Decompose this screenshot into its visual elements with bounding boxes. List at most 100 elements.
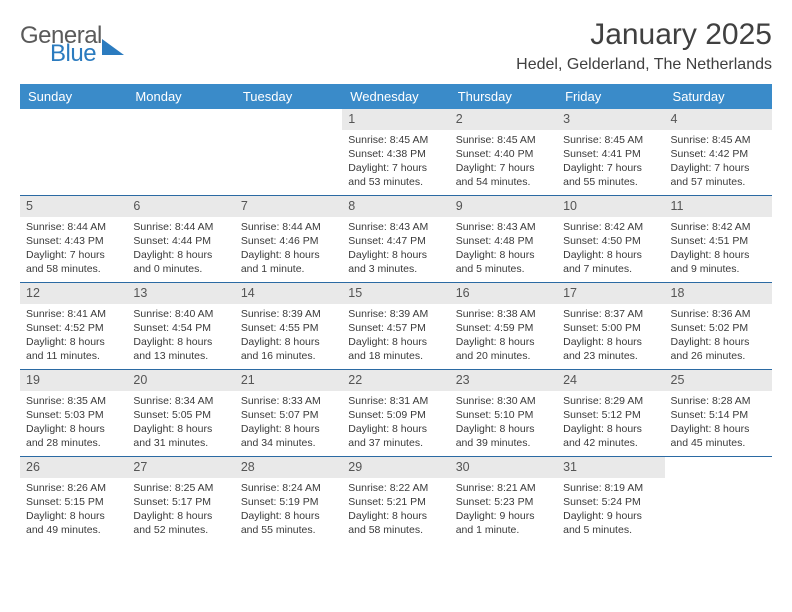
daylight-line2: and 45 minutes. — [671, 436, 766, 450]
daylight-line1: Daylight: 8 hours — [133, 509, 228, 523]
daylight-line2: and 26 minutes. — [671, 349, 766, 363]
sunrise-text: Sunrise: 8:37 AM — [563, 307, 658, 321]
month-title: January 2025 — [516, 18, 772, 52]
day-number: 20 — [127, 370, 234, 391]
daylight-line1: Daylight: 7 hours — [456, 161, 551, 175]
daylight-line2: and 23 minutes. — [563, 349, 658, 363]
sunrise-text: Sunrise: 8:41 AM — [26, 307, 121, 321]
day-cell: 8Sunrise: 8:43 AMSunset: 4:47 PMDaylight… — [342, 196, 449, 282]
sunrise-text: Sunrise: 8:45 AM — [671, 133, 766, 147]
sunset-text: Sunset: 5:03 PM — [26, 408, 121, 422]
daylight-line1: Daylight: 8 hours — [456, 335, 551, 349]
sunset-text: Sunset: 4:44 PM — [133, 234, 228, 248]
sunrise-text: Sunrise: 8:21 AM — [456, 481, 551, 495]
day-number — [235, 109, 342, 113]
week-row: 1Sunrise: 8:45 AMSunset: 4:38 PMDaylight… — [20, 109, 772, 196]
day-header: Wednesday — [342, 84, 449, 109]
daylight-line2: and 34 minutes. — [241, 436, 336, 450]
day-header: Thursday — [450, 84, 557, 109]
day-number: 1 — [342, 109, 449, 130]
day-cell: 10Sunrise: 8:42 AMSunset: 4:50 PMDayligh… — [557, 196, 664, 282]
day-cell: 20Sunrise: 8:34 AMSunset: 5:05 PMDayligh… — [127, 370, 234, 456]
sunrise-text: Sunrise: 8:43 AM — [456, 220, 551, 234]
day-cell: 23Sunrise: 8:30 AMSunset: 5:10 PMDayligh… — [450, 370, 557, 456]
day-number: 15 — [342, 283, 449, 304]
sunset-text: Sunset: 5:23 PM — [456, 495, 551, 509]
day-cell: 14Sunrise: 8:39 AMSunset: 4:55 PMDayligh… — [235, 283, 342, 369]
day-cell: 27Sunrise: 8:25 AMSunset: 5:17 PMDayligh… — [127, 457, 234, 543]
daylight-line2: and 58 minutes. — [348, 523, 443, 537]
day-header: Tuesday — [235, 84, 342, 109]
day-cell: 26Sunrise: 8:26 AMSunset: 5:15 PMDayligh… — [20, 457, 127, 543]
daylight-line2: and 42 minutes. — [563, 436, 658, 450]
sunrise-text: Sunrise: 8:44 AM — [133, 220, 228, 234]
sunset-text: Sunset: 5:21 PM — [348, 495, 443, 509]
daylight-line1: Daylight: 8 hours — [456, 248, 551, 262]
day-cell: 21Sunrise: 8:33 AMSunset: 5:07 PMDayligh… — [235, 370, 342, 456]
sunset-text: Sunset: 5:09 PM — [348, 408, 443, 422]
daylight-line1: Daylight: 8 hours — [671, 422, 766, 436]
sunrise-text: Sunrise: 8:40 AM — [133, 307, 228, 321]
day-number: 9 — [450, 196, 557, 217]
brand-logo: General Blue — [20, 18, 124, 66]
daylight-line2: and 5 minutes. — [563, 523, 658, 537]
sunset-text: Sunset: 5:12 PM — [563, 408, 658, 422]
daylight-line2: and 39 minutes. — [456, 436, 551, 450]
sunset-text: Sunset: 5:10 PM — [456, 408, 551, 422]
daylight-line1: Daylight: 8 hours — [241, 422, 336, 436]
daylight-line2: and 1 minute. — [241, 262, 336, 276]
day-cell: 2Sunrise: 8:45 AMSunset: 4:40 PMDaylight… — [450, 109, 557, 195]
day-number: 13 — [127, 283, 234, 304]
day-cell: 3Sunrise: 8:45 AMSunset: 4:41 PMDaylight… — [557, 109, 664, 195]
sunset-text: Sunset: 4:47 PM — [348, 234, 443, 248]
daylight-line1: Daylight: 8 hours — [133, 422, 228, 436]
day-cell: 1Sunrise: 8:45 AMSunset: 4:38 PMDaylight… — [342, 109, 449, 195]
daylight-line2: and 49 minutes. — [26, 523, 121, 537]
sunset-text: Sunset: 4:48 PM — [456, 234, 551, 248]
location-text: Hedel, Gelderland, The Netherlands — [516, 56, 772, 74]
daylight-line1: Daylight: 9 hours — [456, 509, 551, 523]
daylight-line2: and 13 minutes. — [133, 349, 228, 363]
daylight-line2: and 55 minutes. — [241, 523, 336, 537]
day-number: 12 — [20, 283, 127, 304]
day-number: 22 — [342, 370, 449, 391]
daylight-line1: Daylight: 8 hours — [563, 422, 658, 436]
sunrise-text: Sunrise: 8:28 AM — [671, 394, 766, 408]
daylight-line1: Daylight: 8 hours — [456, 422, 551, 436]
week-row: 12Sunrise: 8:41 AMSunset: 4:52 PMDayligh… — [20, 283, 772, 370]
daylight-line2: and 9 minutes. — [671, 262, 766, 276]
sunrise-text: Sunrise: 8:43 AM — [348, 220, 443, 234]
day-number: 14 — [235, 283, 342, 304]
day-cell: 17Sunrise: 8:37 AMSunset: 5:00 PMDayligh… — [557, 283, 664, 369]
daylight-line1: Daylight: 7 hours — [671, 161, 766, 175]
sunrise-text: Sunrise: 8:39 AM — [241, 307, 336, 321]
day-number: 30 — [450, 457, 557, 478]
day-number — [665, 457, 772, 461]
calendar-grid: Sunday Monday Tuesday Wednesday Thursday… — [20, 84, 772, 543]
day-cell: 30 Sunrise: 8:21 AMSunset: 5:23 PMDayligh… — [450, 457, 557, 543]
sunrise-text: Sunrise: 8:31 AM — [348, 394, 443, 408]
sunrise-text: Sunrise: 8:38 AM — [456, 307, 551, 321]
sunset-text: Sunset: 5:17 PM — [133, 495, 228, 509]
day-number: 11 — [665, 196, 772, 217]
daylight-line2: and 16 minutes. — [241, 349, 336, 363]
day-header: Friday — [557, 84, 664, 109]
brand-word-2: Blue — [50, 42, 102, 66]
day-number: 28 — [235, 457, 342, 478]
daylight-line2: and 5 minutes. — [456, 262, 551, 276]
sunset-text: Sunset: 4:38 PM — [348, 147, 443, 161]
sunrise-text: Sunrise: 8:39 AM — [348, 307, 443, 321]
daylight-line1: Daylight: 7 hours — [348, 161, 443, 175]
sunrise-text: Sunrise: 8:22 AM — [348, 481, 443, 495]
sunset-text: Sunset: 5:14 PM — [671, 408, 766, 422]
day-cell: 4Sunrise: 8:45 AMSunset: 4:42 PMDaylight… — [665, 109, 772, 195]
day-number: 17 — [557, 283, 664, 304]
day-number: 21 — [235, 370, 342, 391]
daylight-line1: Daylight: 8 hours — [26, 335, 121, 349]
daylight-line2: and 11 minutes. — [26, 349, 121, 363]
daylight-line1: Daylight: 8 hours — [348, 509, 443, 523]
sunrise-text: Sunrise: 8:29 AM — [563, 394, 658, 408]
day-cell: 11Sunrise: 8:42 AMSunset: 4:51 PMDayligh… — [665, 196, 772, 282]
daylight-line1: Daylight: 7 hours — [563, 161, 658, 175]
sunset-text: Sunset: 5:07 PM — [241, 408, 336, 422]
